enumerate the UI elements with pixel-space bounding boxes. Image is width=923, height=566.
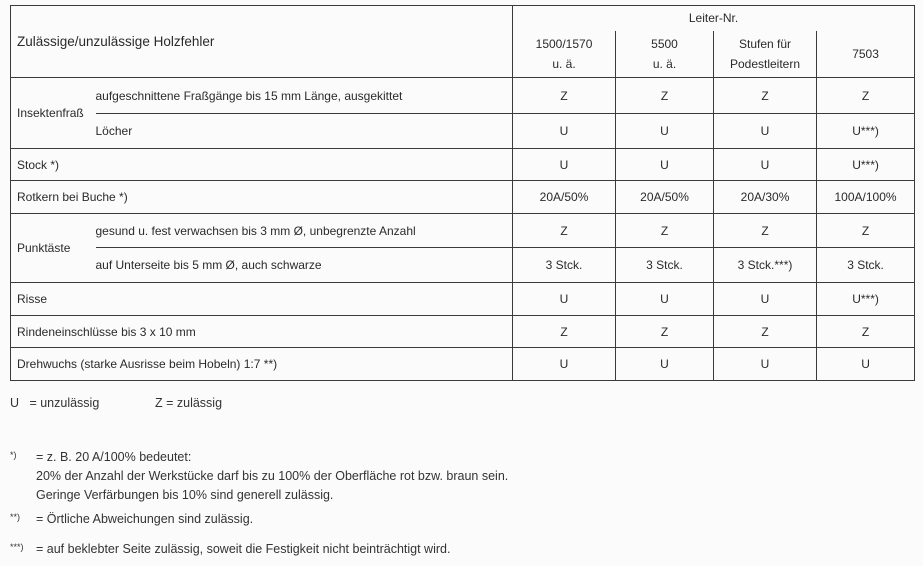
cell: U [615,148,715,181]
column-header: 7503 [816,30,916,78]
row-group: Insektenfraß [10,77,96,149]
table-row: Punktäste gesund u. fest verwachsen bis … [10,213,916,283]
row-label: Risse [9,282,514,316]
table-row: auf Unterseite bis 5 mm Ø, auch schwarze… [11,247,916,283]
cell: Z [713,77,818,114]
row-label: gesund u. fest verwachsen bis 3 mm Ø, un… [95,213,514,248]
row-label: aufgeschnittene Fraßgänge bis 15 mm Läng… [95,77,514,114]
row-label: Rindeneinschlüsse bis 3 x 10 mm [9,315,514,348]
table-row: Löcher U U U U***) [11,113,916,149]
cell: U [713,282,818,316]
cell: U***) [816,148,916,181]
cell: Z [512,213,617,248]
table-row: Rindeneinschlüsse bis 3 x 10 mm Z Z Z Z [9,315,916,348]
table-row: Drehwuchs (starke Ausrisse beim Hobeln) … [9,347,916,381]
cell: Z [816,213,916,248]
footnote-mark: *) [10,450,17,460]
wood-defects-table: Zulässige/unzulässige Holzfehler Leiter-… [9,5,916,381]
column-header: 1500/1570 u. ä. [512,30,617,78]
cell: U [713,148,818,181]
group-header: Leiter-Nr. [512,5,916,31]
column-header: Stufen für Podestleitern [713,30,818,78]
row-group: Punktäste [10,213,96,283]
cell: U [512,148,617,181]
cell: 20A/30% [713,180,818,214]
table-row: Rotkern bei Buche *) 20A/50% 20A/50% 20A… [9,180,916,214]
legend-z: Z = zulässig [155,396,223,410]
cell: U [615,113,715,149]
table-row: Risse U U U U***) [9,282,916,316]
row-label: Löcher [95,113,514,149]
row-label: Drehwuchs (starke Ausrisse beim Hobeln) … [9,347,514,381]
cell: U***) [816,113,916,149]
row-label: auf Unterseite bis 5 mm Ø, auch schwarze [95,247,514,283]
cell: U [615,347,715,381]
cell: U***) [816,282,916,316]
cell: Z [615,77,715,114]
cell: Z [713,315,818,348]
table-row: Stock *) U U U U***) [9,148,916,181]
cell: Z [512,315,617,348]
row-label: Stock *) [9,148,514,181]
cell: U [615,282,715,316]
cell: U [512,347,617,381]
cell: Z [512,77,617,114]
cell: U [512,282,617,316]
footnote-1: *) = z. B. 20 A/100% bedeutet: 20% der An… [10,446,508,505]
cell: Z [615,315,715,348]
footnote-3: ***) = auf beklebter Seite zulässig, sowe… [10,542,451,556]
cell: 3 Stck. [615,247,715,283]
table-row: Insektenfraß aufgeschnittene Fraßgänge b… [10,77,916,149]
cell: 20A/50% [512,180,617,214]
legend-u: U = unzulässig [10,396,100,410]
cell: U [713,113,818,149]
cell: U [713,347,818,381]
cell: 100A/100% [816,180,916,214]
cell: 3 Stck. [816,247,916,283]
cell: U [816,347,916,381]
cell: U [512,113,617,149]
cell: Z [713,213,818,248]
footnote-mark: ***) [10,542,24,552]
cell: Z [816,77,916,114]
cell: 3 Stck.***) [713,247,818,283]
table-title: Zulässige/unzulässige Holzfehler [9,5,514,78]
cell: 3 Stck. [512,247,617,283]
cell: Z [816,315,916,348]
footnote-mark: **) [10,512,21,522]
column-header: 5500 u. ä. [615,30,715,78]
cell: Z [615,213,715,248]
row-label: Rotkern bei Buche *) [9,180,514,214]
cell: 20A/50% [615,180,715,214]
footnote-2: **) = Örtliche Abweichungen sind zulässig… [10,512,254,526]
